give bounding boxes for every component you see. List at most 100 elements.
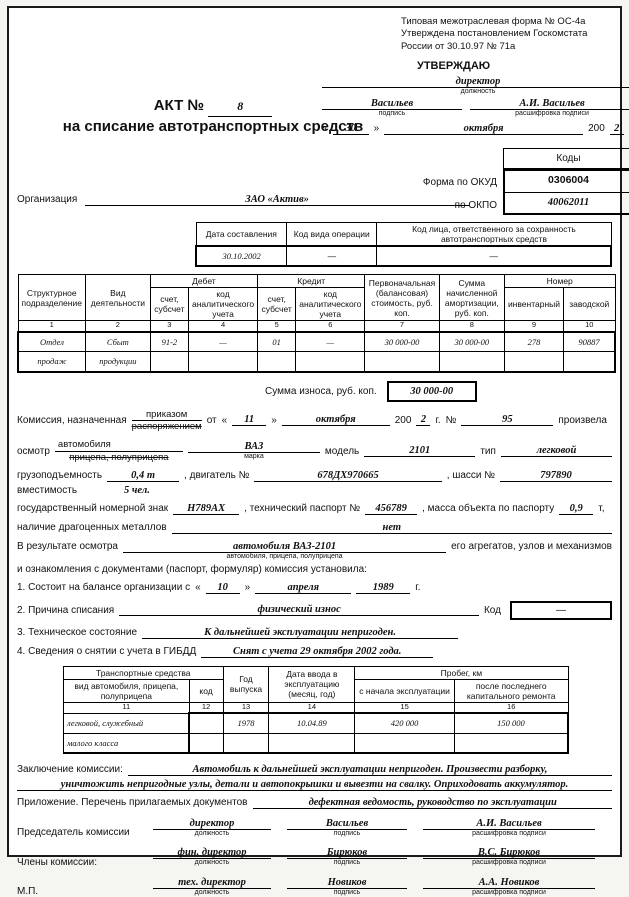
wear-sum-label: Сумма износа, руб. коп. — [265, 386, 377, 397]
signature-row-chairman: Председатель комиссии директор должность… — [17, 818, 612, 838]
cell-run-overhaul: 150 000 — [454, 713, 568, 733]
capacity-label: грузоподъемность — [17, 470, 102, 481]
approve-title: УТВЕРЖДАЮ — [417, 60, 629, 72]
approve-month: октября — [384, 123, 583, 135]
commission-line-metals: наличие драгоценных металлов нет — [17, 522, 612, 534]
col-num: 9 — [504, 321, 563, 332]
order-day: 11 — [232, 414, 266, 426]
col-num: 7 — [365, 321, 439, 332]
cell-amortization: 30 000-00 — [439, 332, 504, 352]
cell-empty — [355, 733, 455, 753]
item4-value: Снят с учета 29 октября 2002 года. — [201, 646, 433, 658]
vehicles-table: Транспортные средства Год выпуска Дата в… — [63, 666, 569, 755]
form-ref-line1: Типовая межотраслевая форма № ОС-4а — [401, 16, 612, 28]
item2-code-label: Код — [484, 605, 501, 616]
col-num: 11 — [64, 702, 190, 713]
conclusion-line1: Автомобиль к дальнейшей эксплуатации неп… — [128, 764, 612, 776]
quote: » — [271, 415, 277, 426]
order-year: 2 — [416, 414, 430, 426]
conclusion-line2: уничтожить непригодные узлы, детали и ав… — [17, 779, 612, 791]
item1-label: 1. Состоит на балансе организации с — [17, 582, 190, 593]
doc-info-op-value: — — [287, 246, 377, 266]
doc-info-resp-header: Код лица, ответственного за сохранность … — [377, 223, 611, 247]
th-vehicle-kind: вид автомобиля, прицепа, полуприцепа — [64, 679, 190, 702]
item1-month: апреля — [255, 582, 351, 594]
th-inventory-number: инвентарный — [504, 288, 563, 321]
type-value: легковой — [501, 445, 612, 457]
position-sub-label: должность — [153, 889, 271, 897]
type-label: тип — [480, 446, 496, 457]
organization-row: Организация ЗАО «Актив» — [17, 194, 469, 206]
th-credit-account: счет, субсчет — [258, 288, 296, 321]
members-role: Члены комиссии: — [17, 857, 137, 868]
item2-value: физический износ — [119, 604, 479, 616]
wear-sum-value: 30 000-00 — [387, 381, 477, 402]
col-num: 6 — [296, 321, 365, 332]
made-label: произвела — [558, 415, 607, 426]
cell-run-start: 420 000 — [355, 713, 455, 733]
member1-position: фин. директор — [153, 847, 271, 859]
item-1-balance: 1. Состоит на балансе организации с « 10… — [17, 582, 612, 594]
cell-credit-account: 01 — [258, 332, 296, 352]
form-ref-line3: России от 30.10.97 № 71а — [401, 41, 612, 53]
cell-kind-1: легковой, служебный — [64, 713, 190, 733]
name-sub-label: расшифровка подписи — [423, 889, 595, 897]
appendix-label: Приложение. Перечень прилагаемых докумен… — [17, 797, 247, 808]
quote: « — [195, 582, 201, 593]
docs-line: и ознакомления с документами (паспорт, ф… — [17, 564, 367, 575]
sign-sub-label: подпись — [287, 889, 407, 897]
chassis-label: , шасси № — [447, 470, 495, 481]
order-month: октября — [282, 414, 390, 426]
position-sub-label: должность — [153, 830, 271, 838]
item2-label: 2. Причина списания — [17, 605, 114, 616]
decree-word-struck: распоряжением — [132, 421, 202, 432]
year-suffix: г. — [435, 415, 440, 426]
cell-credit-analytic: — — [296, 332, 365, 352]
commission-line-appointed: Комиссия, назначенная приказом распоряже… — [17, 409, 612, 433]
metals-label: наличие драгоценных металлов — [17, 522, 167, 533]
commission-line-plate: государственный номерной знак Н789АХ , т… — [17, 503, 612, 515]
cell-activity-2: продукции — [85, 352, 150, 372]
doc-info-date-value: 30.10.2002 — [196, 246, 287, 266]
table-row: Отдел Сбыт 91-2 — 01 — 30 000-00 30 000-… — [18, 332, 615, 352]
th-run-overhaul: после последнего капитального ремонта — [454, 679, 568, 702]
th-run-start: с начала эксплуатации — [355, 679, 455, 702]
approve-name-label: расшифровка подписи — [470, 110, 629, 118]
result-sub-label: автомобиля, прицепа, полуприцепа — [123, 553, 446, 561]
number-label: № — [446, 415, 457, 426]
cell-activity-1: Сбыт — [85, 332, 150, 352]
chassis-value: 797890 — [500, 470, 612, 482]
conclusion-section: Заключение комиссии: Автомобиль к дальне… — [17, 764, 612, 809]
chairman-position: директор — [153, 818, 271, 830]
mass-label: , масса объекта по паспорту — [422, 503, 554, 514]
seats-value: 5 чел. — [124, 485, 150, 496]
chairman-role: Председатель комиссии — [17, 827, 137, 838]
cell-year: 1978 — [223, 713, 269, 733]
passport-value: 456789 — [365, 503, 417, 515]
member2-position: тех. директор — [153, 877, 271, 889]
codes-header: Коды — [503, 148, 629, 169]
cell-kind-2: малого класса — [64, 733, 190, 753]
model-label: модель — [325, 446, 359, 457]
th-credit-analytic: код аналитического учета — [296, 288, 365, 321]
th-initial-cost: Первоначальная (балансовая) стоимость, р… — [365, 275, 439, 321]
metals-value: нет — [172, 522, 612, 534]
position-sub-label: должность — [153, 859, 271, 867]
title-act: АКТ № — [154, 97, 204, 114]
th-credit: Кредит — [258, 275, 365, 288]
col-num: 14 — [269, 702, 355, 713]
document-title: АКТ № 8 на списание автотранспортных сре… — [39, 96, 387, 138]
commission-line-seats: вместимость 5 чел. — [17, 485, 612, 496]
cell-empty — [365, 352, 439, 372]
cell-empty — [504, 352, 563, 372]
engine-value: 678ДХ970665 — [254, 470, 441, 482]
model-value: 2101 — [364, 445, 475, 457]
th-debit-analytic: код аналитического учета — [188, 288, 257, 321]
cell-empty — [269, 733, 355, 753]
okud-label: Форма по ОКУД — [367, 177, 497, 188]
item-3-condition: 3. Техническое состояние К дальнейшей эк… — [17, 627, 612, 639]
commission-section: Комиссия, назначенная приказом распоряже… — [17, 409, 612, 658]
col-num: 13 — [223, 702, 269, 713]
th-amortization: Сумма начисленной амортизации, руб. коп. — [439, 275, 504, 321]
item4-label: 4. Сведения о снятии с учета в ГИБДД — [17, 646, 196, 657]
